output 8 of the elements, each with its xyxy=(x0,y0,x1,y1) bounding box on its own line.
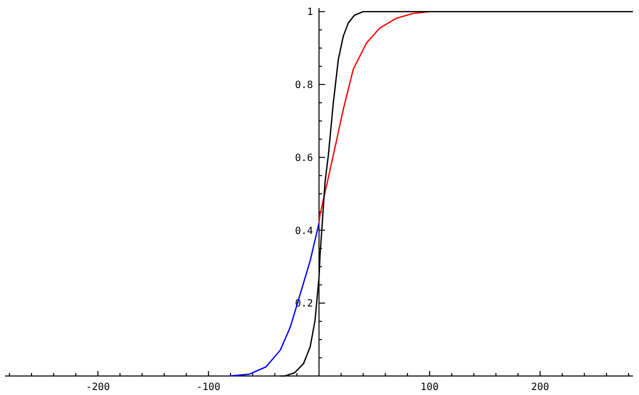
y-tick-label: 1 xyxy=(306,7,313,18)
y-tick-label: 0.8 xyxy=(294,80,313,92)
x-tick-label: -100 xyxy=(196,382,220,393)
y-tick-label: 0.4 xyxy=(294,226,313,237)
x-tick-label: 100 xyxy=(420,382,439,393)
x-tick-label: -200 xyxy=(86,382,110,393)
x-tick-label: 200 xyxy=(531,382,550,393)
y-tick-label: 0.6 xyxy=(294,152,313,164)
